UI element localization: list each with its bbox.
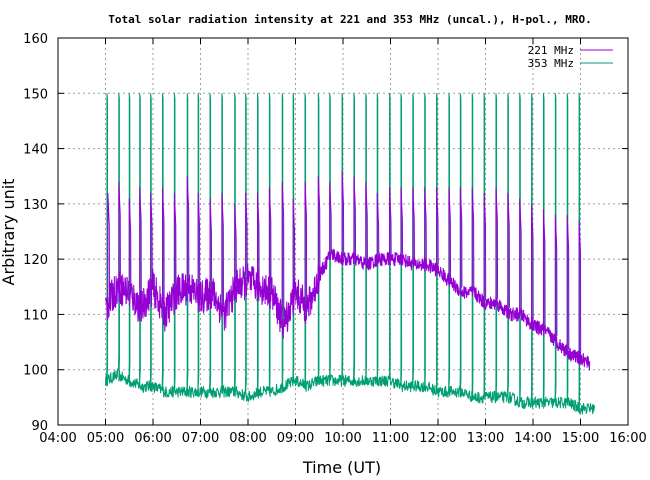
y-tick-label: 150: [23, 87, 48, 102]
plot-area: [105, 93, 596, 415]
legend-label-221: 221 MHz: [528, 44, 574, 57]
legend: 221 MHz 353 MHz: [528, 44, 613, 70]
x-tick-label: 08:00: [229, 431, 266, 446]
y-tick-label: 110: [23, 308, 48, 323]
x-axis-tick-labels: 04:00 05:00 06:00 07:00 08:00 09:00 10:00 11:00…: [39, 431, 646, 446]
y-tick-label: 100: [23, 364, 48, 379]
y-axis-tick-labels: 90 100 110 120 130 140 150 160: [23, 32, 48, 434]
x-tick-label: 15:00: [562, 431, 599, 446]
x-tick-label: 10:00: [324, 431, 361, 446]
y-tick-label: 160: [23, 32, 48, 47]
y-tick-label: 90: [31, 419, 48, 434]
x-tick-label: 06:00: [134, 431, 171, 446]
y-tick-label: 120: [23, 253, 48, 268]
y-tick-label: 140: [23, 143, 48, 158]
x-tick-label: 16:00: [609, 431, 646, 446]
x-tick-label: 11:00: [372, 431, 409, 446]
x-tick-label: 04:00: [39, 431, 76, 446]
chart-title: Total solar radiation intensity at 221 a…: [108, 13, 591, 26]
x-tick-label: 05:00: [87, 431, 124, 446]
legend-item-353: 353 MHz: [528, 57, 613, 70]
series-353-line: [105, 93, 596, 415]
axis-ticks: [57, 37, 629, 426]
y-axis-label: Arbitrary unit: [0, 179, 18, 286]
x-axis-label: Time (UT): [302, 458, 381, 477]
y-tick-label: 130: [23, 198, 48, 213]
legend-item-221: 221 MHz: [528, 44, 613, 57]
x-tick-label: 09:00: [277, 431, 314, 446]
x-tick-label: 14:00: [514, 431, 551, 446]
x-tick-label: 12:00: [419, 431, 456, 446]
x-tick-label: 13:00: [467, 431, 504, 446]
legend-label-353: 353 MHz: [528, 57, 574, 70]
series-221-line: [105, 170, 591, 371]
x-tick-label: 07:00: [182, 431, 219, 446]
